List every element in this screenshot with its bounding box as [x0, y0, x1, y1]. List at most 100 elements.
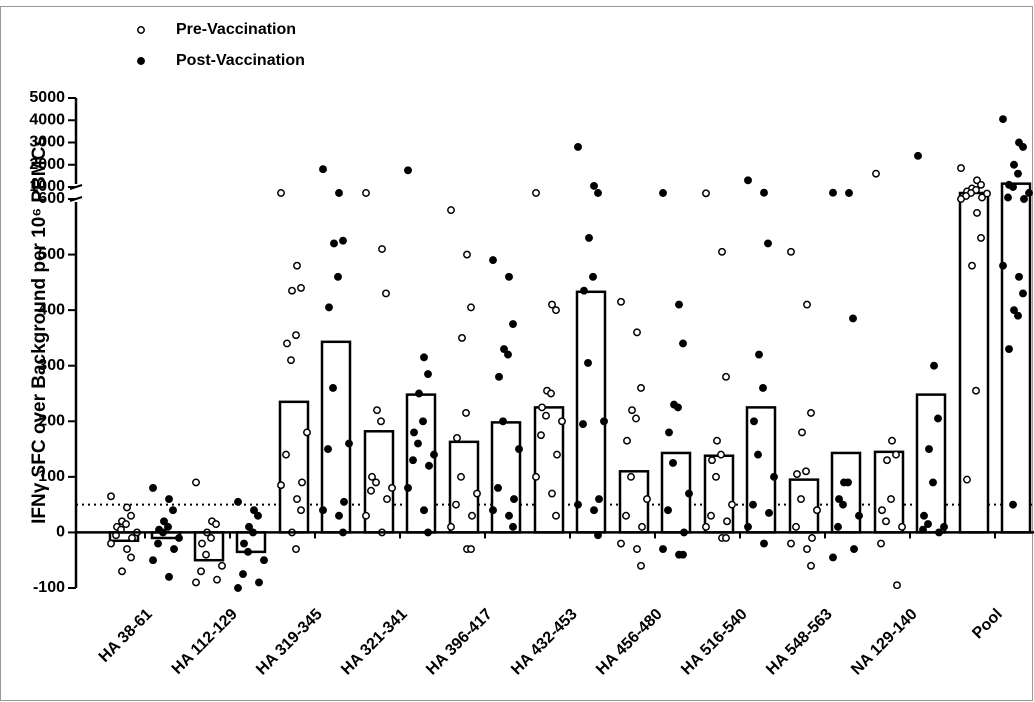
data-point [999, 261, 1007, 270]
data-point [452, 500, 460, 509]
data-point [489, 256, 497, 265]
data-point [679, 550, 687, 559]
data-point [382, 289, 390, 298]
data-point [548, 300, 556, 309]
data-point [254, 511, 262, 520]
data-point [377, 417, 385, 426]
data-point [835, 495, 843, 504]
data-point [850, 545, 858, 554]
data-point [829, 188, 837, 197]
y-tick-label: 4000 [29, 111, 65, 128]
data-point [447, 522, 455, 531]
data-point [282, 450, 290, 459]
data-point [574, 143, 582, 151]
data-point [149, 484, 157, 492]
x-tick-label: HA 516-540 [678, 606, 751, 679]
data-point [849, 314, 857, 323]
data-point [1014, 311, 1022, 320]
data-point [888, 436, 896, 445]
y-tick-label: 3000 [29, 134, 65, 151]
data-point [963, 475, 971, 484]
data-point [288, 286, 296, 295]
data-point [453, 434, 461, 442]
data-point [977, 180, 985, 189]
data-point [589, 272, 597, 281]
data-point [192, 478, 200, 487]
data-point [765, 509, 773, 517]
data-point [345, 439, 353, 448]
data-point [744, 522, 752, 531]
data-point [123, 545, 131, 554]
data-point [415, 389, 423, 398]
data-point [292, 545, 300, 554]
data-point [368, 472, 376, 481]
data-point [957, 195, 965, 203]
data-point [1015, 272, 1023, 281]
data-point [813, 506, 821, 515]
data-point [495, 372, 503, 381]
data-point [505, 272, 513, 281]
data-point [458, 333, 466, 342]
data-point [467, 545, 475, 554]
data-point [447, 206, 455, 215]
data-point [744, 176, 752, 185]
data-point [515, 445, 523, 454]
data-point [702, 522, 710, 531]
data-point [547, 389, 555, 398]
x-tick-label: Pool [969, 606, 1006, 643]
data-point [404, 166, 412, 175]
data-point [424, 370, 432, 378]
data-point [542, 411, 550, 420]
data-point [934, 414, 942, 423]
data-point [973, 208, 981, 217]
data-point [802, 467, 810, 476]
y-tick-label: 5000 [29, 89, 65, 106]
data-point [723, 517, 731, 526]
data-point [420, 353, 428, 362]
data-point [107, 539, 115, 548]
data-point [118, 567, 126, 576]
data-point [468, 511, 476, 520]
data-point [509, 320, 517, 328]
data-point [633, 545, 641, 554]
data-point [494, 484, 502, 492]
data-point [643, 495, 651, 504]
data-point [834, 522, 842, 531]
data-point [1005, 345, 1013, 353]
data-point [929, 478, 937, 487]
x-tick-label: HA 548-563 [763, 606, 836, 679]
data-point [339, 236, 347, 245]
data-point [404, 484, 412, 492]
data-point [340, 497, 348, 506]
data-point [319, 506, 327, 515]
y-axis-label: IFNγ SFC over Background per 10⁶ PBMCs [29, 136, 50, 524]
x-tick-label: HA 38-61 [96, 606, 156, 666]
data-point [218, 561, 226, 570]
y-tick-label: 300 [38, 357, 65, 374]
data-point [707, 511, 715, 520]
data-point [334, 272, 342, 281]
data-point [793, 470, 801, 479]
data-point [679, 339, 687, 348]
data-point [128, 534, 136, 542]
data-point [297, 283, 305, 292]
data-point [165, 495, 173, 504]
data-point [749, 500, 757, 509]
data-point [1009, 183, 1017, 191]
data-point [728, 500, 736, 509]
data-point [617, 539, 625, 548]
legend-marker [137, 57, 145, 65]
data-point [175, 534, 183, 542]
data-point [968, 261, 976, 270]
data-point [940, 522, 948, 531]
y-tick-label: 100 [38, 468, 65, 485]
data-point [457, 472, 465, 481]
data-point [287, 356, 295, 365]
data-point [892, 450, 900, 459]
data-point [297, 506, 305, 515]
data-point [637, 561, 645, 570]
data-point [489, 506, 497, 515]
bar [830, 451, 862, 534]
data-point [760, 188, 768, 197]
data-point [552, 511, 560, 520]
